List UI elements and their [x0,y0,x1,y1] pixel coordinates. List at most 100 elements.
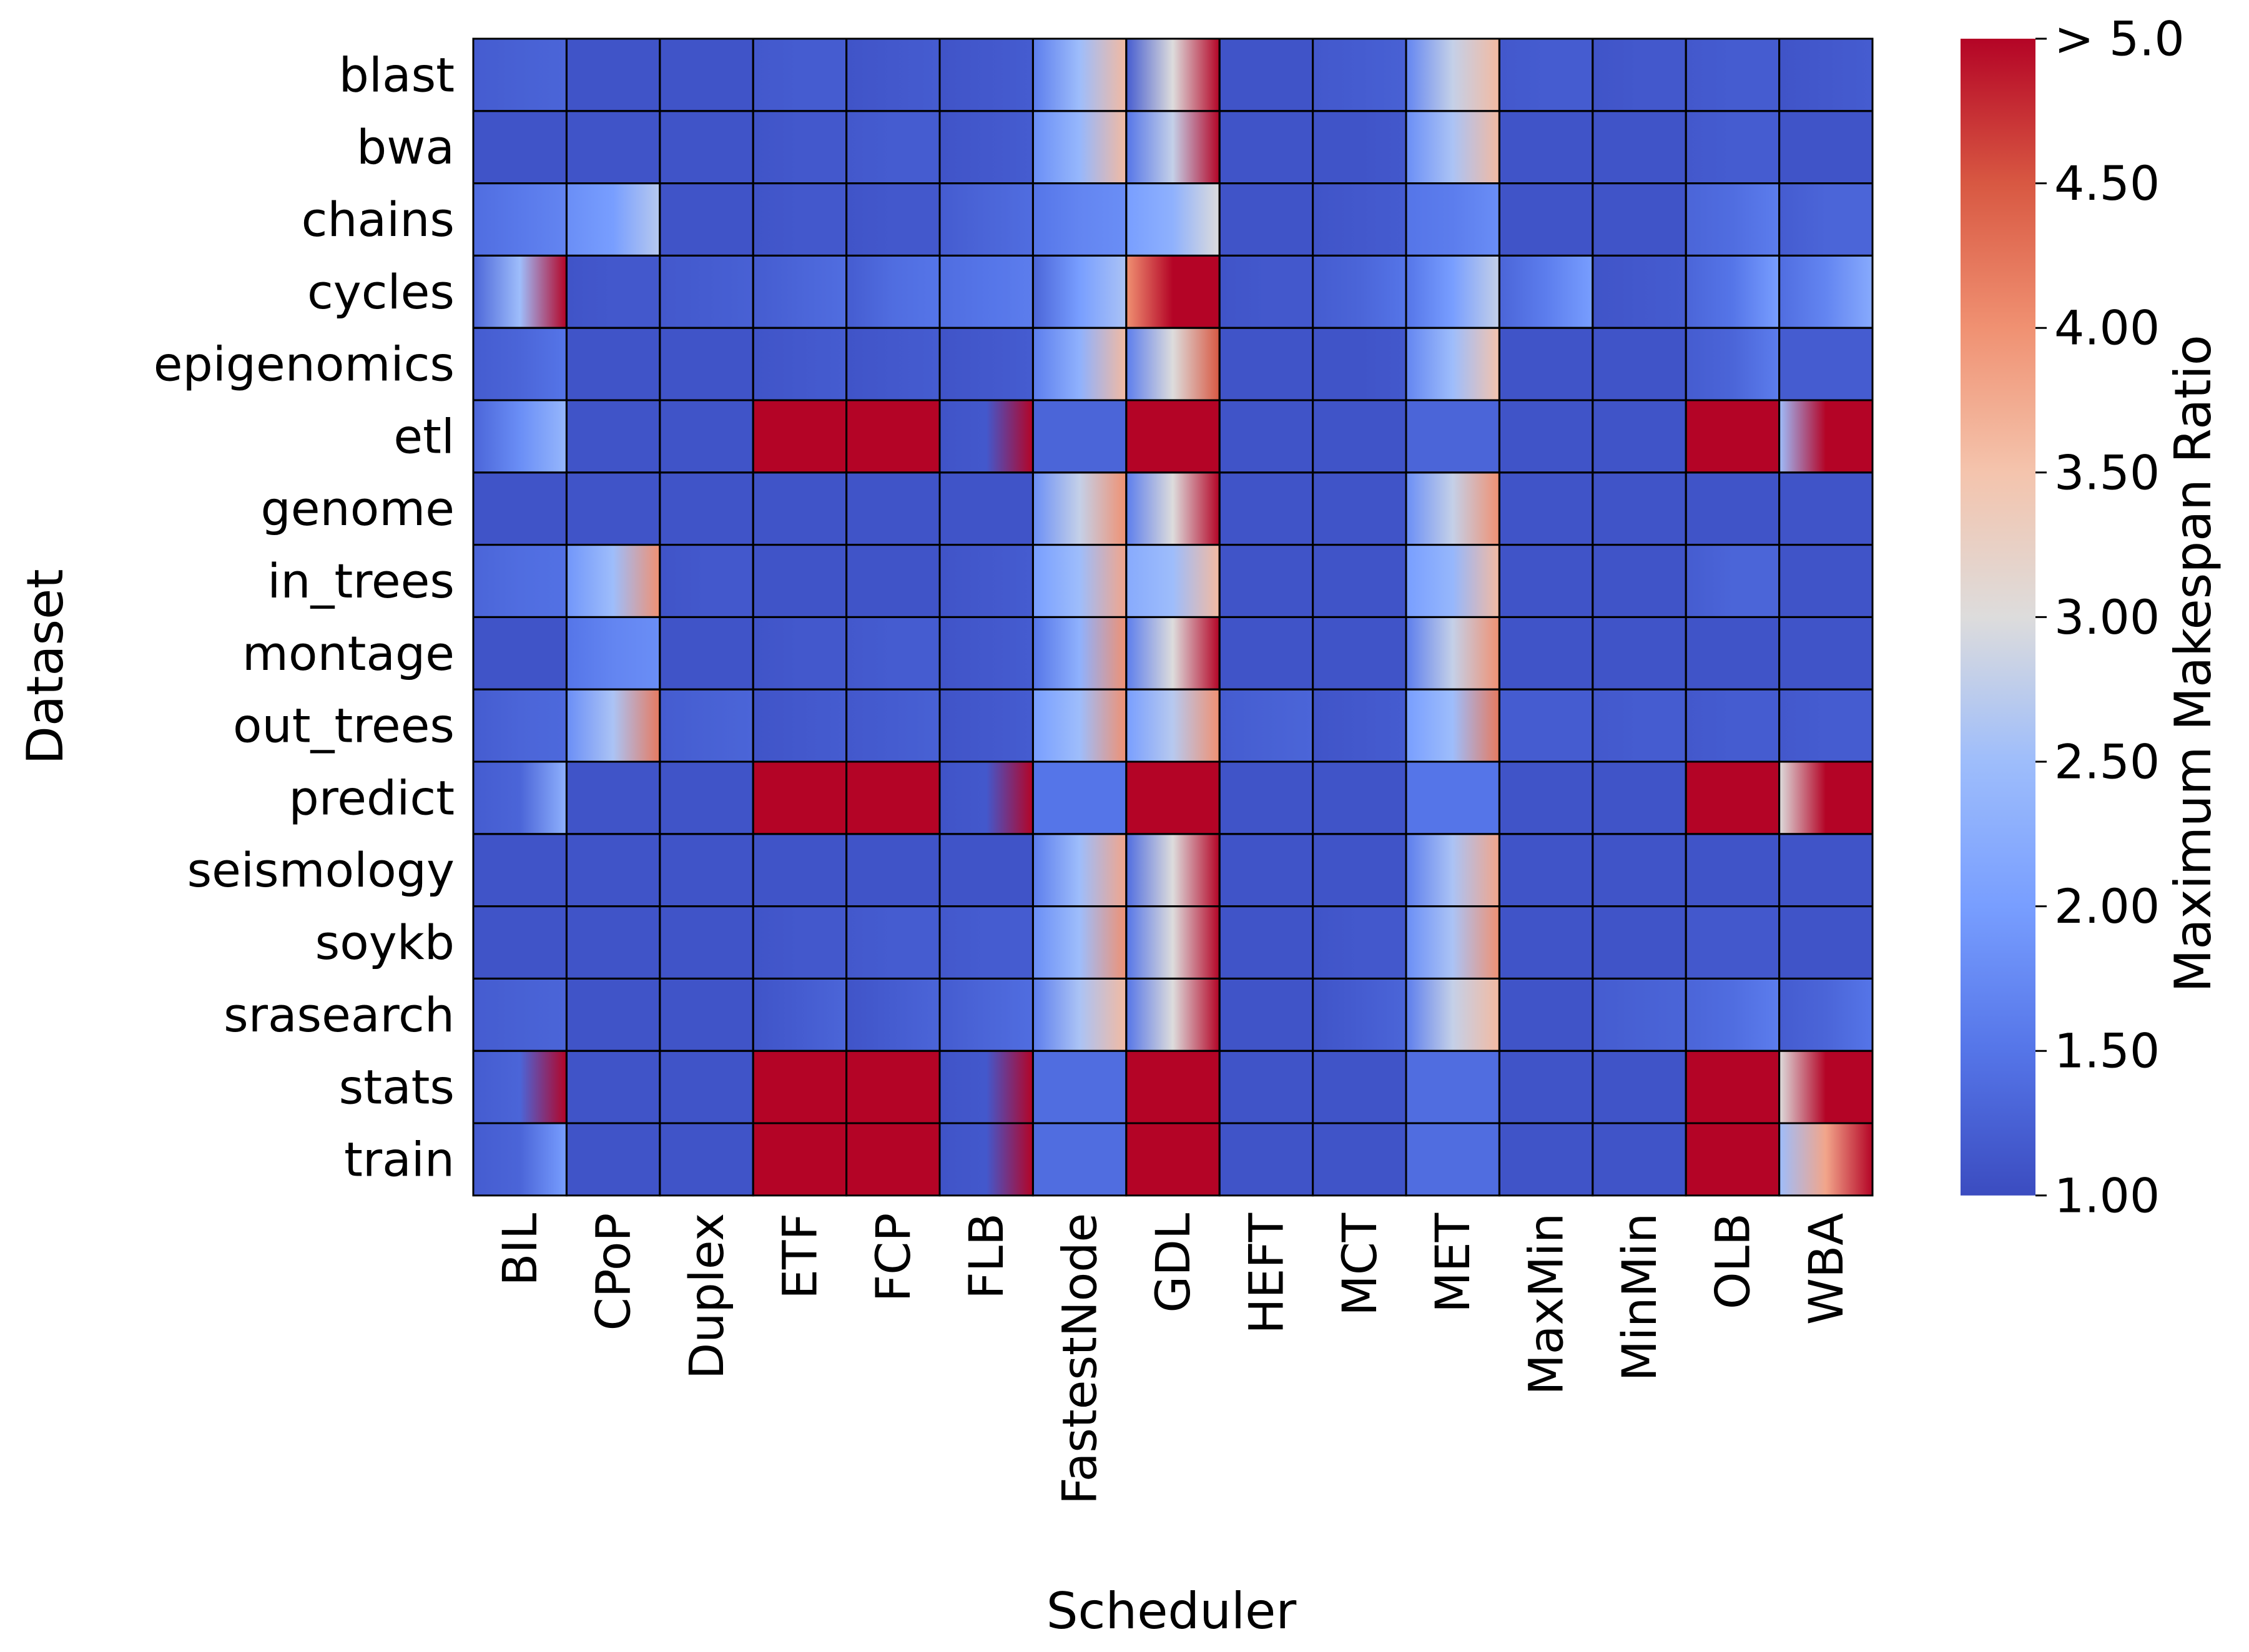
cell-chains-BIL [473,183,567,256]
cell-cycles-BIL [473,255,567,328]
cell-etl-GDL [1126,400,1220,473]
y-tick-in_trees: in_trees [267,553,455,609]
cell-predict-MET [1406,762,1500,834]
cell-epigenomics-MinMin [1592,328,1686,400]
cell-in_trees-FastestNode [1033,544,1126,617]
cell-out_trees-Duplex [659,689,754,762]
cell-bwa-OLB [1686,111,1779,184]
cell-soykb-HEFT [1219,906,1313,979]
cell-epigenomics-GDL [1126,328,1220,400]
cell-train-WBA [1779,1123,1873,1196]
x-tick-MET: MET [1425,1212,1480,1313]
x-tick-CPoP: CPoP [586,1213,641,1331]
cell-montage-OLB [1686,617,1779,690]
cell-cycles-HEFT [1219,255,1313,328]
y-tick-srasearch: srasearch [224,987,455,1043]
cell-bwa-ETF [753,111,847,184]
cell-blast-OLB [1686,39,1779,111]
cell-out_trees-OLB [1686,689,1779,762]
y-tick-out_trees: out_trees [233,698,455,754]
cell-genome-Duplex [659,472,754,545]
cell-stats-OLB [1686,1051,1779,1123]
cell-genome-MET [1406,472,1500,545]
x-tick-OLB: OLB [1705,1213,1760,1309]
colorbar-tick-label: 3.50 [2054,445,2160,500]
cell-montage-BIL [473,617,567,690]
y-tick-predict: predict [288,770,455,825]
y-tick-stats: stats [339,1060,455,1115]
y-tick-bwa: bwa [357,119,455,175]
cell-etl-CPoP [566,400,660,473]
cell-srasearch-MinMin [1592,978,1686,1051]
cell-stats-MCT [1312,1051,1406,1123]
cell-soykb-CPoP [566,906,660,979]
cell-train-GDL [1126,1123,1220,1196]
cell-predict-FCP [846,762,940,834]
cell-chains-WBA [1779,183,1873,256]
cell-etl-MCT [1312,400,1406,473]
cell-out_trees-BIL [473,689,567,762]
cell-borders [472,37,1874,1197]
cell-seismology-ETF [753,833,847,907]
cell-bwa-MCT [1312,111,1406,184]
cell-srasearch-Duplex [659,978,754,1051]
cell-epigenomics-MaxMin [1499,328,1593,400]
x-tick-FastestNode: FastestNode [1052,1213,1108,1505]
cell-genome-FLB [940,472,1033,545]
cell-in_trees-FCP [846,544,940,617]
cell-cycles-ETF [753,255,847,328]
cell-etl-BIL [473,400,567,473]
cell-out_trees-GDL [1126,689,1220,762]
cell-cycles-FLB [940,255,1033,328]
cell-in_trees-GDL [1126,544,1220,617]
cell-seismology-FCP [846,833,940,907]
cell-soykb-WBA [1779,906,1873,979]
cell-stats-CPoP [566,1051,660,1123]
cell-soykb-ETF [753,906,847,979]
cell-out_trees-CPoP [566,689,660,762]
y-axis-title: Dataset [16,569,74,764]
cell-genome-FCP [846,472,940,545]
cell-border [1778,1122,1874,1197]
cell-genome-HEFT [1219,472,1313,545]
cell-chains-MCT [1312,183,1406,256]
colorbar-tick-label: 4.00 [2054,300,2160,356]
cell-bwa-FLB [940,111,1033,184]
cell-cycles-OLB [1686,255,1779,328]
cell-cycles-Duplex [659,255,754,328]
cell-srasearch-HEFT [1219,978,1313,1051]
cell-montage-CPoP [566,617,660,690]
cell-genome-OLB [1686,472,1779,545]
cell-seismology-FastestNode [1033,833,1126,907]
cell-genome-GDL [1126,472,1220,545]
cell-in_trees-CPoP [566,544,660,617]
cell-stats-FLB [940,1051,1033,1123]
cell-out_trees-ETF [753,689,847,762]
cell-chains-GDL [1126,183,1220,256]
cell-out_trees-MaxMin [1499,689,1593,762]
y-tick-etl: etl [393,408,455,464]
cell-predict-MinMin [1592,762,1686,834]
y-tick-cycles: cycles [307,264,455,320]
cell-cycles-CPoP [566,255,660,328]
cell-srasearch-FastestNode [1033,978,1126,1051]
cell-train-MaxMin [1499,1123,1593,1196]
cell-genome-MaxMin [1499,472,1593,545]
cell-bwa-GDL [1126,111,1220,184]
cell-in_trees-MinMin [1592,544,1686,617]
cell-cycles-WBA [1779,255,1873,328]
cell-montage-GDL [1126,617,1220,690]
cell-cycles-MaxMin [1499,255,1593,328]
cell-soykb-OLB [1686,906,1779,979]
colorbar-tick-label: 4.50 [2054,155,2160,211]
colorbar-tick-label: 2.00 [2054,878,2160,934]
cell-in_trees-BIL [473,544,567,617]
cell-montage-FastestNode [1033,617,1126,690]
cell-out_trees-MCT [1312,689,1406,762]
cell-cycles-GDL [1126,255,1220,328]
cell-blast-MinMin [1592,39,1686,111]
y-tick-chains: chains [302,192,455,247]
x-tick-MCT: MCT [1332,1212,1387,1316]
cell-chains-Duplex [659,183,754,256]
cell-predict-FLB [940,762,1033,834]
